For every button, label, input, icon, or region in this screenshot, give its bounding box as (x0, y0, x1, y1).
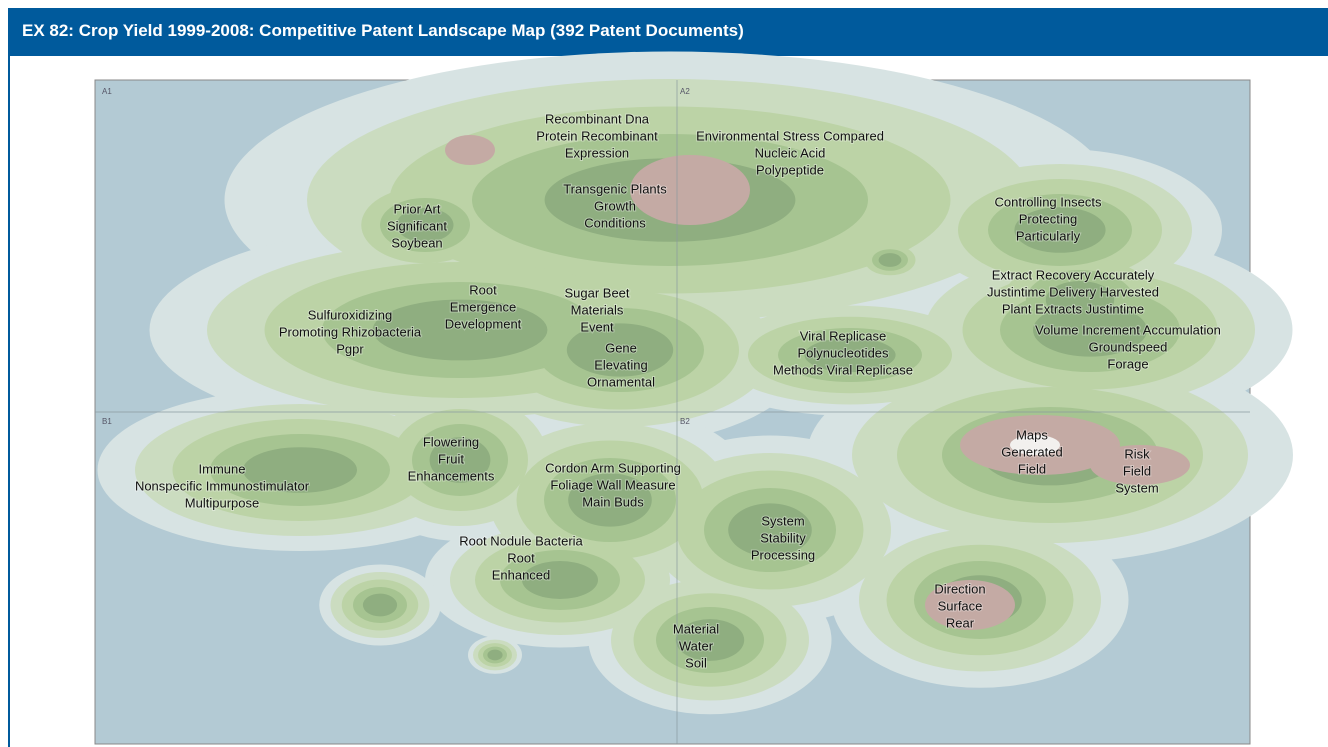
cluster-label: Emergence (450, 299, 516, 314)
cluster-label: Root (507, 550, 535, 565)
terrain-contour (362, 593, 398, 617)
cluster-label: Groundspeed (1089, 339, 1168, 354)
cluster-label: Forage (1107, 356, 1148, 371)
terrain-contour (1033, 303, 1147, 357)
cluster-label: Soil (685, 655, 707, 670)
cluster-label: Main Buds (582, 494, 644, 509)
cluster-label: System (1115, 480, 1158, 495)
cluster-label: Immune (199, 461, 246, 476)
cluster-label: Methods Viral Replicase (773, 362, 913, 377)
terrain-contour (1014, 207, 1106, 253)
terrain-contour (372, 299, 548, 361)
cluster-label: Material (673, 621, 719, 636)
grid-label: A2 (680, 87, 690, 96)
terrain-peak (925, 580, 1015, 630)
cluster-label: Sugar Beet (564, 285, 629, 300)
cluster-label: Viral Replicase (800, 328, 886, 343)
terrain-contour (675, 619, 745, 661)
terrain-contour (568, 473, 652, 527)
cluster-label: Particularly (1016, 228, 1081, 243)
cluster-label: Nucleic Acid (755, 145, 826, 160)
cluster-label: Pgpr (336, 341, 364, 356)
cluster-label: Plant Extracts Justintime (1002, 301, 1144, 316)
cluster-label: Processing (751, 547, 815, 562)
terrain-contour (429, 437, 491, 483)
cluster-label: Polynucleotides (797, 345, 889, 360)
cluster-label: Water (679, 638, 714, 653)
cluster-label: Sulfuroxidizing (308, 307, 393, 322)
cluster-label: Expression (565, 145, 629, 160)
cluster-labels: Recombinant Dna Protein Recombinant Expres… (134, 110, 1222, 671)
cluster-label: Protecting (1019, 211, 1078, 226)
terrain-contour (878, 253, 902, 267)
cluster-label: Ornamental (587, 374, 655, 389)
cluster-label: Fruit (438, 451, 464, 466)
cluster-label: Direction (934, 581, 985, 596)
cluster-label: Growth (594, 198, 636, 213)
terrain-contour (522, 561, 598, 599)
cluster-label: Root (469, 282, 497, 297)
grid-label: B1 (102, 417, 112, 426)
cluster-label: Materials (571, 302, 624, 317)
cluster-label: Prior Art (394, 201, 441, 216)
cluster-label: Significant (387, 218, 447, 233)
cluster-label: Transgenic Plants (563, 181, 667, 196)
terrain-peak (630, 155, 750, 225)
grid-label: B2 (680, 417, 690, 426)
cluster-label: Soybean (391, 235, 442, 250)
cluster-label: System (761, 513, 804, 528)
cluster-label: Gene (605, 340, 637, 355)
terrain-peak (1010, 435, 1060, 455)
cluster-label: Enhancements (408, 468, 495, 483)
cluster-label: Controlling Insects (995, 194, 1102, 209)
cluster-label: Event (580, 319, 614, 334)
terrain-contour (1045, 281, 1115, 319)
terrain-contour (487, 649, 503, 661)
cluster-label: Conditions (584, 215, 646, 230)
terrain (97, 51, 1293, 715)
terrain-peak (1090, 445, 1190, 485)
terrain-contour (804, 337, 896, 373)
cluster-label: Protein Recombinant (536, 128, 658, 143)
left-border (8, 56, 10, 747)
cluster-label: Elevating (594, 357, 647, 372)
terrain-contour (396, 207, 454, 243)
cluster-label: Field (1018, 461, 1046, 476)
cluster-label: Promoting Rhizobacteria (279, 324, 422, 339)
cluster-label: Nonspecific Immunostimulator (135, 478, 310, 493)
cluster-label: Justintime Delivery Harvested (987, 284, 1159, 299)
cluster-label: Volume Increment Accumulation (1035, 322, 1221, 337)
cluster-label: Multipurpose (185, 495, 259, 510)
terrain-contour (728, 503, 812, 557)
cluster-label: Stability (760, 530, 806, 545)
cluster-label: Flowering (423, 434, 479, 449)
cluster-label: Extract Recovery Accurately (992, 267, 1155, 282)
cluster-label: Rear (946, 615, 975, 630)
header-title: EX 82: Crop Yield 1999-2008: Competitive… (22, 21, 744, 40)
grid-label: A1 (102, 87, 112, 96)
cluster-label: Foliage Wall Measure (550, 477, 675, 492)
cluster-label: Environmental Stress Compared (696, 128, 884, 143)
cluster-label: Enhanced (492, 567, 551, 582)
cluster-label: Surface (938, 598, 983, 613)
terrain-contour (243, 447, 357, 493)
cluster-label: Risk (1124, 446, 1150, 461)
terrain-peak (445, 135, 495, 165)
cluster-label: Field (1123, 463, 1151, 478)
cluster-label: Cordon Arm Supporting (545, 460, 681, 475)
cluster-label: Maps (1016, 427, 1048, 442)
cluster-label: Generated (1001, 444, 1062, 459)
header-bar: EX 82: Crop Yield 1999-2008: Competitive… (8, 8, 1328, 56)
cluster-label: Polypeptide (756, 162, 824, 177)
cluster-label: Root Nodule Bacteria (459, 533, 583, 548)
cluster-label: Development (445, 316, 522, 331)
terrain-contour (566, 323, 674, 377)
cluster-label: Recombinant Dna (545, 111, 650, 126)
